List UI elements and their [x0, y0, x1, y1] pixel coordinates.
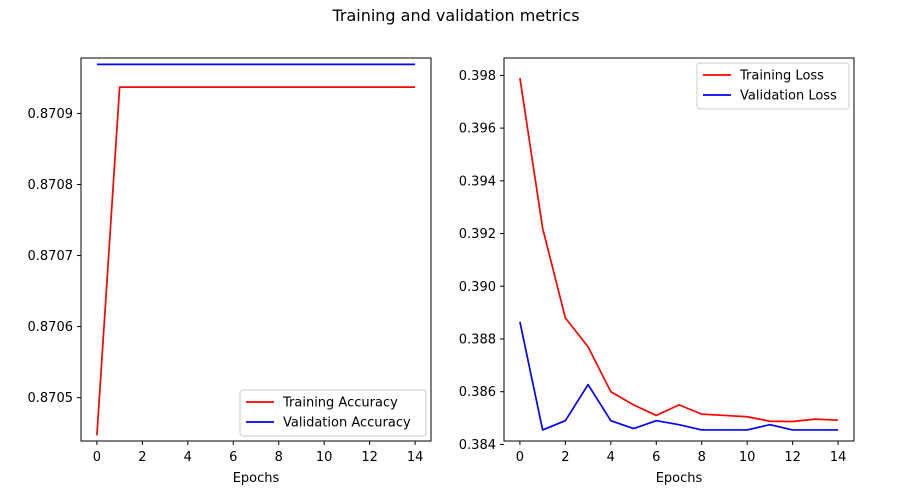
- y-tick-label-1-5: 0.394: [459, 174, 496, 189]
- legend-0: Training Accuracy Validation Accuracy: [239, 389, 427, 437]
- legend-label-0-0: Training Accuracy: [282, 396, 398, 411]
- x-tick-label-1-6: 12: [784, 450, 801, 465]
- x-tick-label-1-2: 4: [607, 450, 615, 465]
- y-tick-label-1-6: 0.396: [459, 122, 496, 137]
- y-tick-label-1-7: 0.398: [459, 69, 496, 84]
- y-tick-label-0-4: 0.8709: [28, 107, 74, 122]
- x-tick-label-1-7: 14: [830, 450, 847, 465]
- series-line-0-0: [96, 86, 416, 436]
- accuracy-chart: 0 2 4 6 8 10 12 14 0.8705 0.8706 0.8707 0.8708 0.870…: [28, 57, 432, 486]
- x-axis-label-0: Epochs: [233, 471, 280, 486]
- legend-box-0: [239, 389, 427, 437]
- legend-box-1: [696, 62, 850, 110]
- series-line-1-1: [519, 321, 839, 431]
- y-tick-label-0-1: 0.8706: [28, 320, 74, 335]
- x-tick-label-0-4: 8: [275, 450, 283, 465]
- y-tick-label-0-0: 0.8705: [28, 391, 74, 406]
- x-tick-label-0-1: 2: [138, 450, 146, 465]
- y-tick-label-0-3: 0.8708: [28, 178, 74, 193]
- y-tick-label-1-4: 0.392: [459, 227, 496, 242]
- x-tick-label-0-2: 4: [184, 450, 192, 465]
- x-tick-label-1-1: 2: [561, 450, 569, 465]
- x-tick-label-1-5: 10: [739, 450, 756, 465]
- legend-label-0-1: Validation Accuracy: [283, 416, 411, 431]
- y-tick-label-1-0: 0.384: [459, 438, 496, 453]
- y-tick-label-1-3: 0.390: [459, 280, 496, 295]
- legend-label-1-1: Validation Loss: [740, 89, 837, 104]
- x-tick-label-0-3: 6: [229, 450, 237, 465]
- axes-frame-0: [80, 57, 432, 442]
- y-tick-label-1-1: 0.386: [459, 385, 496, 400]
- x-axis-label-1: Epochs: [656, 471, 703, 486]
- x-tick-label-1-4: 8: [698, 450, 706, 465]
- legend-1: Training Loss Validation Loss: [696, 62, 850, 110]
- y-tick-label-0-2: 0.8707: [28, 249, 74, 264]
- x-tick-label-1-3: 6: [652, 450, 660, 465]
- figure-title: Training and validation metrics: [331, 6, 579, 25]
- legend-label-1-0: Training Loss: [739, 69, 824, 84]
- x-tick-label-0-6: 12: [361, 450, 378, 465]
- x-tick-label-0-0: 0: [93, 450, 101, 465]
- loss-chart: 0 2 4 6 8 10 12 14 0.384 0.386 0.388 0.390 0.392 0.39…: [459, 57, 855, 486]
- axes-frame-1: [503, 57, 855, 442]
- x-tick-label-0-5: 10: [316, 450, 333, 465]
- series-line-1-0: [519, 77, 839, 423]
- y-tick-label-1-2: 0.388: [459, 332, 496, 347]
- x-tick-label-0-7: 14: [407, 450, 424, 465]
- x-tick-label-1-0: 0: [516, 450, 524, 465]
